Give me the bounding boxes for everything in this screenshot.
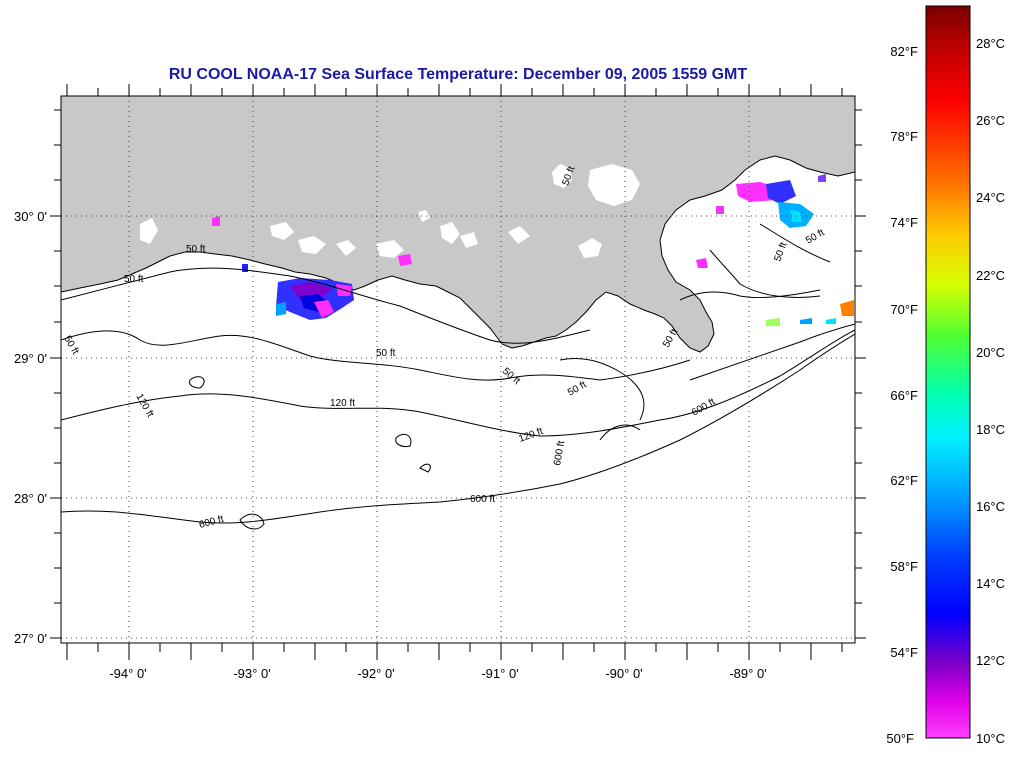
legend-label-f: 62°F	[890, 473, 918, 488]
contour-label-120ft: 120 ft	[330, 398, 355, 409]
contour-label-50ft: 50 ft	[376, 348, 396, 359]
contour-label-600ft: 600 ft	[552, 440, 567, 467]
temperature-legend: 82°F 78°F 74°F 70°F 66°F 62°F 58°F 54°F …	[886, 5, 1005, 746]
legend-label-c: 28°C	[976, 36, 1005, 51]
latitude-label: 29° 0'	[14, 351, 47, 366]
latitude-label: 27° 0'	[14, 631, 47, 646]
legend-label-f: 74°F	[890, 215, 918, 230]
legend-label-c: 18°C	[976, 422, 1005, 437]
sst-patches	[212, 174, 854, 326]
land-mass	[61, 96, 855, 353]
map-title: RU COOL NOAA-17 Sea Surface Temperature:…	[169, 66, 748, 83]
legend-label-c: 24°C	[976, 190, 1005, 205]
latitude-labels: 30° 0' 29° 0' 28° 0' 27° 0'	[14, 209, 47, 646]
legend-label-f: 66°F	[890, 388, 918, 403]
longitude-label: -92° 0'	[357, 666, 394, 681]
plot-frame	[60, 95, 856, 644]
latitude-label: 28° 0'	[14, 491, 47, 506]
legend-label-f: 58°F	[890, 559, 918, 574]
tick-marks	[50, 84, 866, 660]
contour-label-50ft: 50 ft	[186, 244, 206, 255]
legend-label-c: 16°C	[976, 499, 1005, 514]
longitude-label: -94° 0'	[109, 666, 146, 681]
legend-label-c: 22°C	[976, 268, 1005, 283]
longitude-label: -89° 0'	[729, 666, 766, 681]
legend-colorbar	[925, 5, 971, 739]
legend-label-c: 12°C	[976, 653, 1005, 668]
longitude-label: -90° 0'	[605, 666, 642, 681]
longitude-label: -93° 0'	[233, 666, 270, 681]
legend-label-f: 50°F	[886, 731, 914, 746]
contour-label-50ft: 50 ft	[124, 274, 144, 285]
inland-lakes	[140, 164, 840, 282]
longitude-label: -91° 0'	[481, 666, 518, 681]
latitude-label: 30° 0'	[14, 209, 47, 224]
legend-celsius-labels: 28°C 26°C 24°C 22°C 20°C 18°C 16°C 14°C …	[976, 36, 1005, 746]
legend-label-c: 26°C	[976, 113, 1005, 128]
legend-label-f: 78°F	[890, 129, 918, 144]
legend-label-f: 70°F	[890, 302, 918, 317]
legend-label-c: 14°C	[976, 576, 1005, 591]
legend-label-c: 10°C	[976, 731, 1005, 746]
legend-label-f: 54°F	[890, 645, 918, 660]
bathymetry-contours	[61, 223, 855, 530]
legend-fahrenheit-labels: 82°F 78°F 74°F 70°F 66°F 62°F 58°F 54°F …	[886, 44, 918, 746]
legend-label-c: 20°C	[976, 345, 1005, 360]
legend-label-f: 82°F	[890, 44, 918, 59]
longitude-labels: -94° 0' -93° 0' -92° 0' -91° 0' -90° 0' …	[109, 666, 766, 681]
contour-label-600ft: 600 ft	[470, 494, 495, 505]
plot-area	[61, 96, 855, 643]
graticule	[61, 96, 855, 643]
